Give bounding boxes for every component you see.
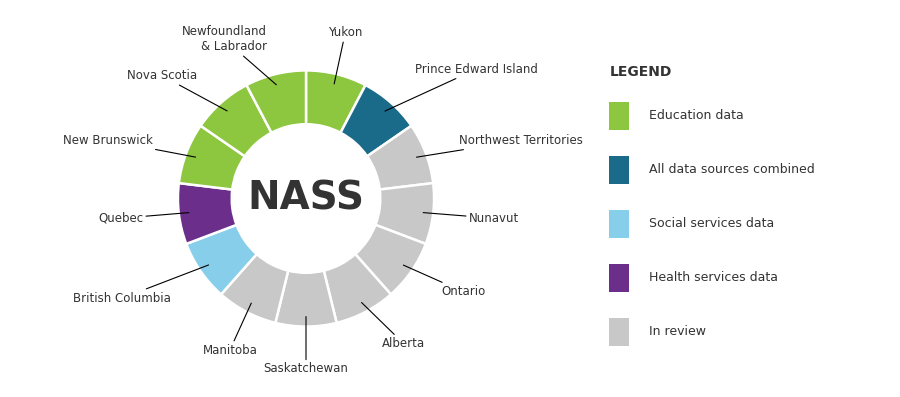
Text: Education data: Education data	[649, 110, 743, 122]
Text: New Brunswick: New Brunswick	[63, 134, 195, 157]
Wedge shape	[221, 254, 288, 323]
Wedge shape	[179, 126, 245, 189]
Wedge shape	[356, 225, 426, 294]
Text: NASS: NASS	[248, 179, 364, 218]
Wedge shape	[324, 254, 391, 323]
Text: In review: In review	[649, 326, 706, 338]
FancyBboxPatch shape	[609, 102, 628, 130]
Text: Yukon: Yukon	[328, 26, 363, 84]
Text: Quebec: Quebec	[98, 212, 189, 225]
FancyBboxPatch shape	[609, 210, 628, 238]
Text: All data sources combined: All data sources combined	[649, 164, 814, 176]
Text: Prince Edward Island: Prince Edward Island	[385, 63, 537, 111]
Text: Social services data: Social services data	[649, 218, 774, 230]
Wedge shape	[247, 70, 306, 133]
Wedge shape	[306, 70, 365, 133]
Wedge shape	[201, 85, 272, 156]
Wedge shape	[178, 183, 237, 244]
Text: Ontario: Ontario	[403, 265, 485, 298]
Text: LEGEND: LEGEND	[609, 65, 671, 79]
Text: Nova Scotia: Nova Scotia	[127, 69, 227, 111]
Text: Newfoundland
& Labrador: Newfoundland & Labrador	[182, 25, 276, 85]
Text: Alberta: Alberta	[362, 303, 426, 350]
Circle shape	[231, 124, 381, 273]
Text: Northwest Territories: Northwest Territories	[417, 134, 583, 157]
Text: Health services data: Health services data	[649, 272, 778, 284]
Wedge shape	[375, 183, 434, 244]
Text: Saskatchewan: Saskatchewan	[264, 316, 348, 376]
Wedge shape	[340, 85, 411, 156]
Wedge shape	[186, 225, 256, 294]
Text: Nunavut: Nunavut	[423, 212, 519, 225]
FancyBboxPatch shape	[609, 156, 628, 184]
FancyBboxPatch shape	[609, 264, 628, 292]
Wedge shape	[367, 126, 433, 189]
Wedge shape	[275, 271, 337, 327]
Text: British Columbia: British Columbia	[73, 265, 209, 304]
Text: Manitoba: Manitoba	[202, 303, 257, 357]
FancyBboxPatch shape	[609, 318, 628, 346]
